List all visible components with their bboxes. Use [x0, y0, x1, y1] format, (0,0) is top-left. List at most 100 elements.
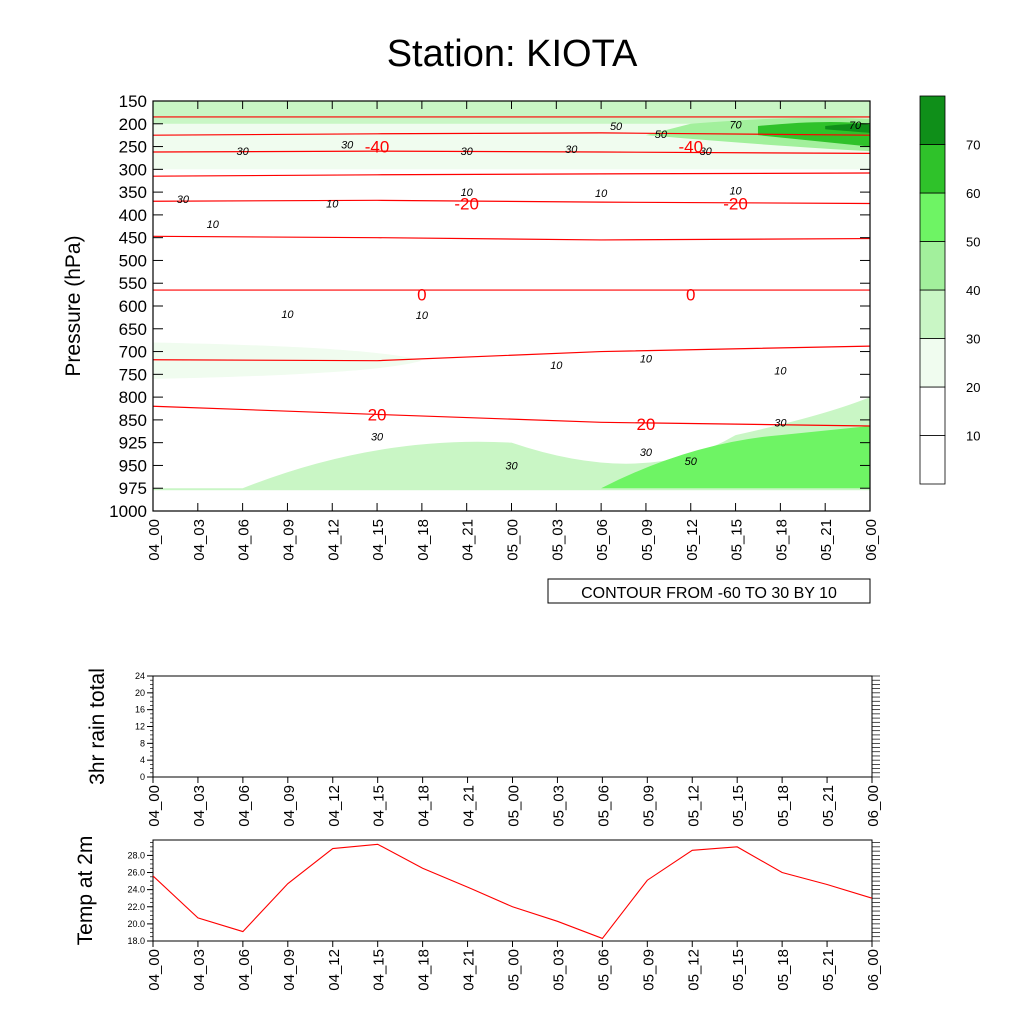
colorbar-label: 20	[966, 380, 980, 395]
x-tick-label: 05_21	[820, 785, 837, 827]
x-tick-label: 06_00	[865, 949, 882, 991]
y-tick-label: 925	[119, 434, 147, 453]
x-tick-label: 04_00	[146, 949, 163, 991]
isotherm-label: -20	[723, 195, 748, 214]
x-tick-label: 05_18	[775, 785, 792, 827]
x-tick-label: 04_09	[281, 949, 298, 991]
x-tick-label: 05_18	[775, 949, 792, 991]
y-tick-label: 12	[135, 722, 145, 732]
y-tick-label: 950	[119, 456, 147, 475]
speed-contour-label: 10	[326, 199, 339, 211]
y-tick-label: 28.0	[127, 850, 145, 860]
colorbar-label: 50	[966, 235, 980, 250]
speed-contour-label: 30	[505, 460, 518, 472]
isotherm-label: -40	[365, 138, 390, 157]
y-tick-label: 350	[119, 183, 147, 202]
speed-contour-label: 30	[177, 194, 190, 206]
speed-band-lower-max	[601, 425, 870, 489]
y-tick-label: 0	[140, 772, 145, 782]
x-tick-label: 04_03	[191, 949, 208, 991]
x-tick-label: 05_21	[820, 949, 837, 991]
x-tick-label: 05_06	[595, 785, 612, 827]
y-tick-label: 16	[135, 705, 145, 715]
y-axis-label: Pressure (hPa)	[62, 235, 85, 376]
x-tick-label: 04_15	[371, 785, 388, 827]
y-tick-label: 250	[119, 138, 147, 157]
isotherm-label: 20	[636, 415, 655, 434]
x-tick-label: 05_00	[506, 949, 523, 991]
y-tick-label: 850	[119, 411, 147, 430]
x-tick-label: 04_03	[191, 519, 208, 561]
y-tick-label: 600	[119, 297, 147, 316]
y-tick-label: 20	[135, 688, 145, 698]
y-tick-label: 4	[140, 755, 145, 765]
speed-contour-label: 10	[416, 310, 429, 322]
colorbar-label: 30	[966, 332, 980, 347]
y-tick-label: 700	[119, 343, 147, 362]
x-tick-label: 05_12	[684, 519, 701, 561]
x-tick-label: 05_12	[685, 949, 702, 991]
y-tick-label: 450	[119, 229, 147, 248]
x-tick-label: 05_18	[773, 519, 790, 561]
isotherm-line	[152, 235, 871, 241]
isotherm-line	[152, 132, 871, 136]
wind-speed-colorbar: 10 20 30 40 50 60 70	[919, 95, 980, 485]
speed-contour-label: 70	[729, 120, 742, 132]
y-tick-label: 26.0	[127, 868, 145, 878]
chart-title: Station: KIOTA	[387, 33, 638, 75]
y-tick-label: 8	[140, 738, 145, 748]
isotherm-label: 0	[686, 286, 695, 305]
panel-frame	[152, 839, 873, 942]
y-tick-label: 550	[119, 274, 147, 293]
cross-section-panel: 30 30 30 30 30 30 50 50 70 70 10 10 10 10 10 10 10 10 10 10…	[62, 92, 880, 604]
speed-contour-label: 30	[237, 146, 250, 158]
x-tick-label: 04_06	[236, 785, 253, 827]
temp-series-line	[152, 843, 873, 940]
x-tick-label: 04_00	[146, 785, 163, 827]
x-tick-label: 04_09	[280, 519, 297, 561]
x-tick-label: 04_00	[146, 519, 163, 561]
x-tick-label: 05_09	[639, 519, 656, 561]
y-tick-label: 300	[119, 160, 147, 179]
speed-contour-label: 30	[700, 146, 713, 158]
x-tick-label: 04_15	[371, 949, 388, 991]
colorbar-label: 40	[966, 283, 980, 298]
speed-contour-label: 50	[610, 121, 623, 133]
speed-band-jet-peak	[825, 123, 870, 133]
x-tick-label: 04_21	[461, 785, 478, 827]
y-axis-label: 3hr rain total	[86, 668, 109, 785]
y-tick-label: 20.0	[127, 919, 145, 929]
y-tick-label: 750	[119, 365, 147, 384]
speed-contour-label: 10	[461, 187, 474, 199]
speed-contour-label: 10	[640, 353, 653, 365]
speed-contour-label: 10	[595, 188, 608, 200]
speed-contour-label: 30	[774, 417, 787, 429]
speed-contour-label: 30	[371, 432, 384, 444]
y-tick-label: 150	[119, 92, 147, 111]
x-tick-label: 04_18	[416, 949, 433, 991]
colorbar-label: 70	[966, 138, 980, 153]
speed-contour-label: 10	[207, 219, 220, 231]
y-tick-label: 1000	[109, 502, 147, 521]
contour-info-box	[547, 578, 871, 604]
speed-contour-label: 30	[341, 139, 354, 151]
x-tick-label: 04_06	[236, 949, 253, 991]
speed-contour-label: 30	[640, 447, 653, 459]
x-tick-label: 05_21	[818, 519, 835, 561]
y-tick-label: 975	[119, 479, 147, 498]
y-tick-label: 650	[119, 320, 147, 339]
x-tick-label: 04_12	[326, 949, 343, 991]
colorbar-label: 60	[966, 186, 980, 201]
isotherm-label: 0	[417, 286, 426, 305]
colorbar-box	[919, 289, 946, 339]
speed-contour-label: 10	[281, 309, 294, 321]
colorbar-box	[919, 192, 946, 242]
colorbar-box	[919, 144, 946, 194]
x-tick-label: 05_12	[685, 785, 702, 827]
x-tick-label: 04_18	[416, 785, 433, 827]
rain-panel: 0 4 8 12 16 20 24 04_00 04_03 04_06 04_09 04_12 04_1…	[86, 668, 882, 827]
colorbar-box	[919, 338, 946, 388]
x-tick-label: 04_03	[191, 785, 208, 827]
colorbar-box	[919, 95, 946, 145]
